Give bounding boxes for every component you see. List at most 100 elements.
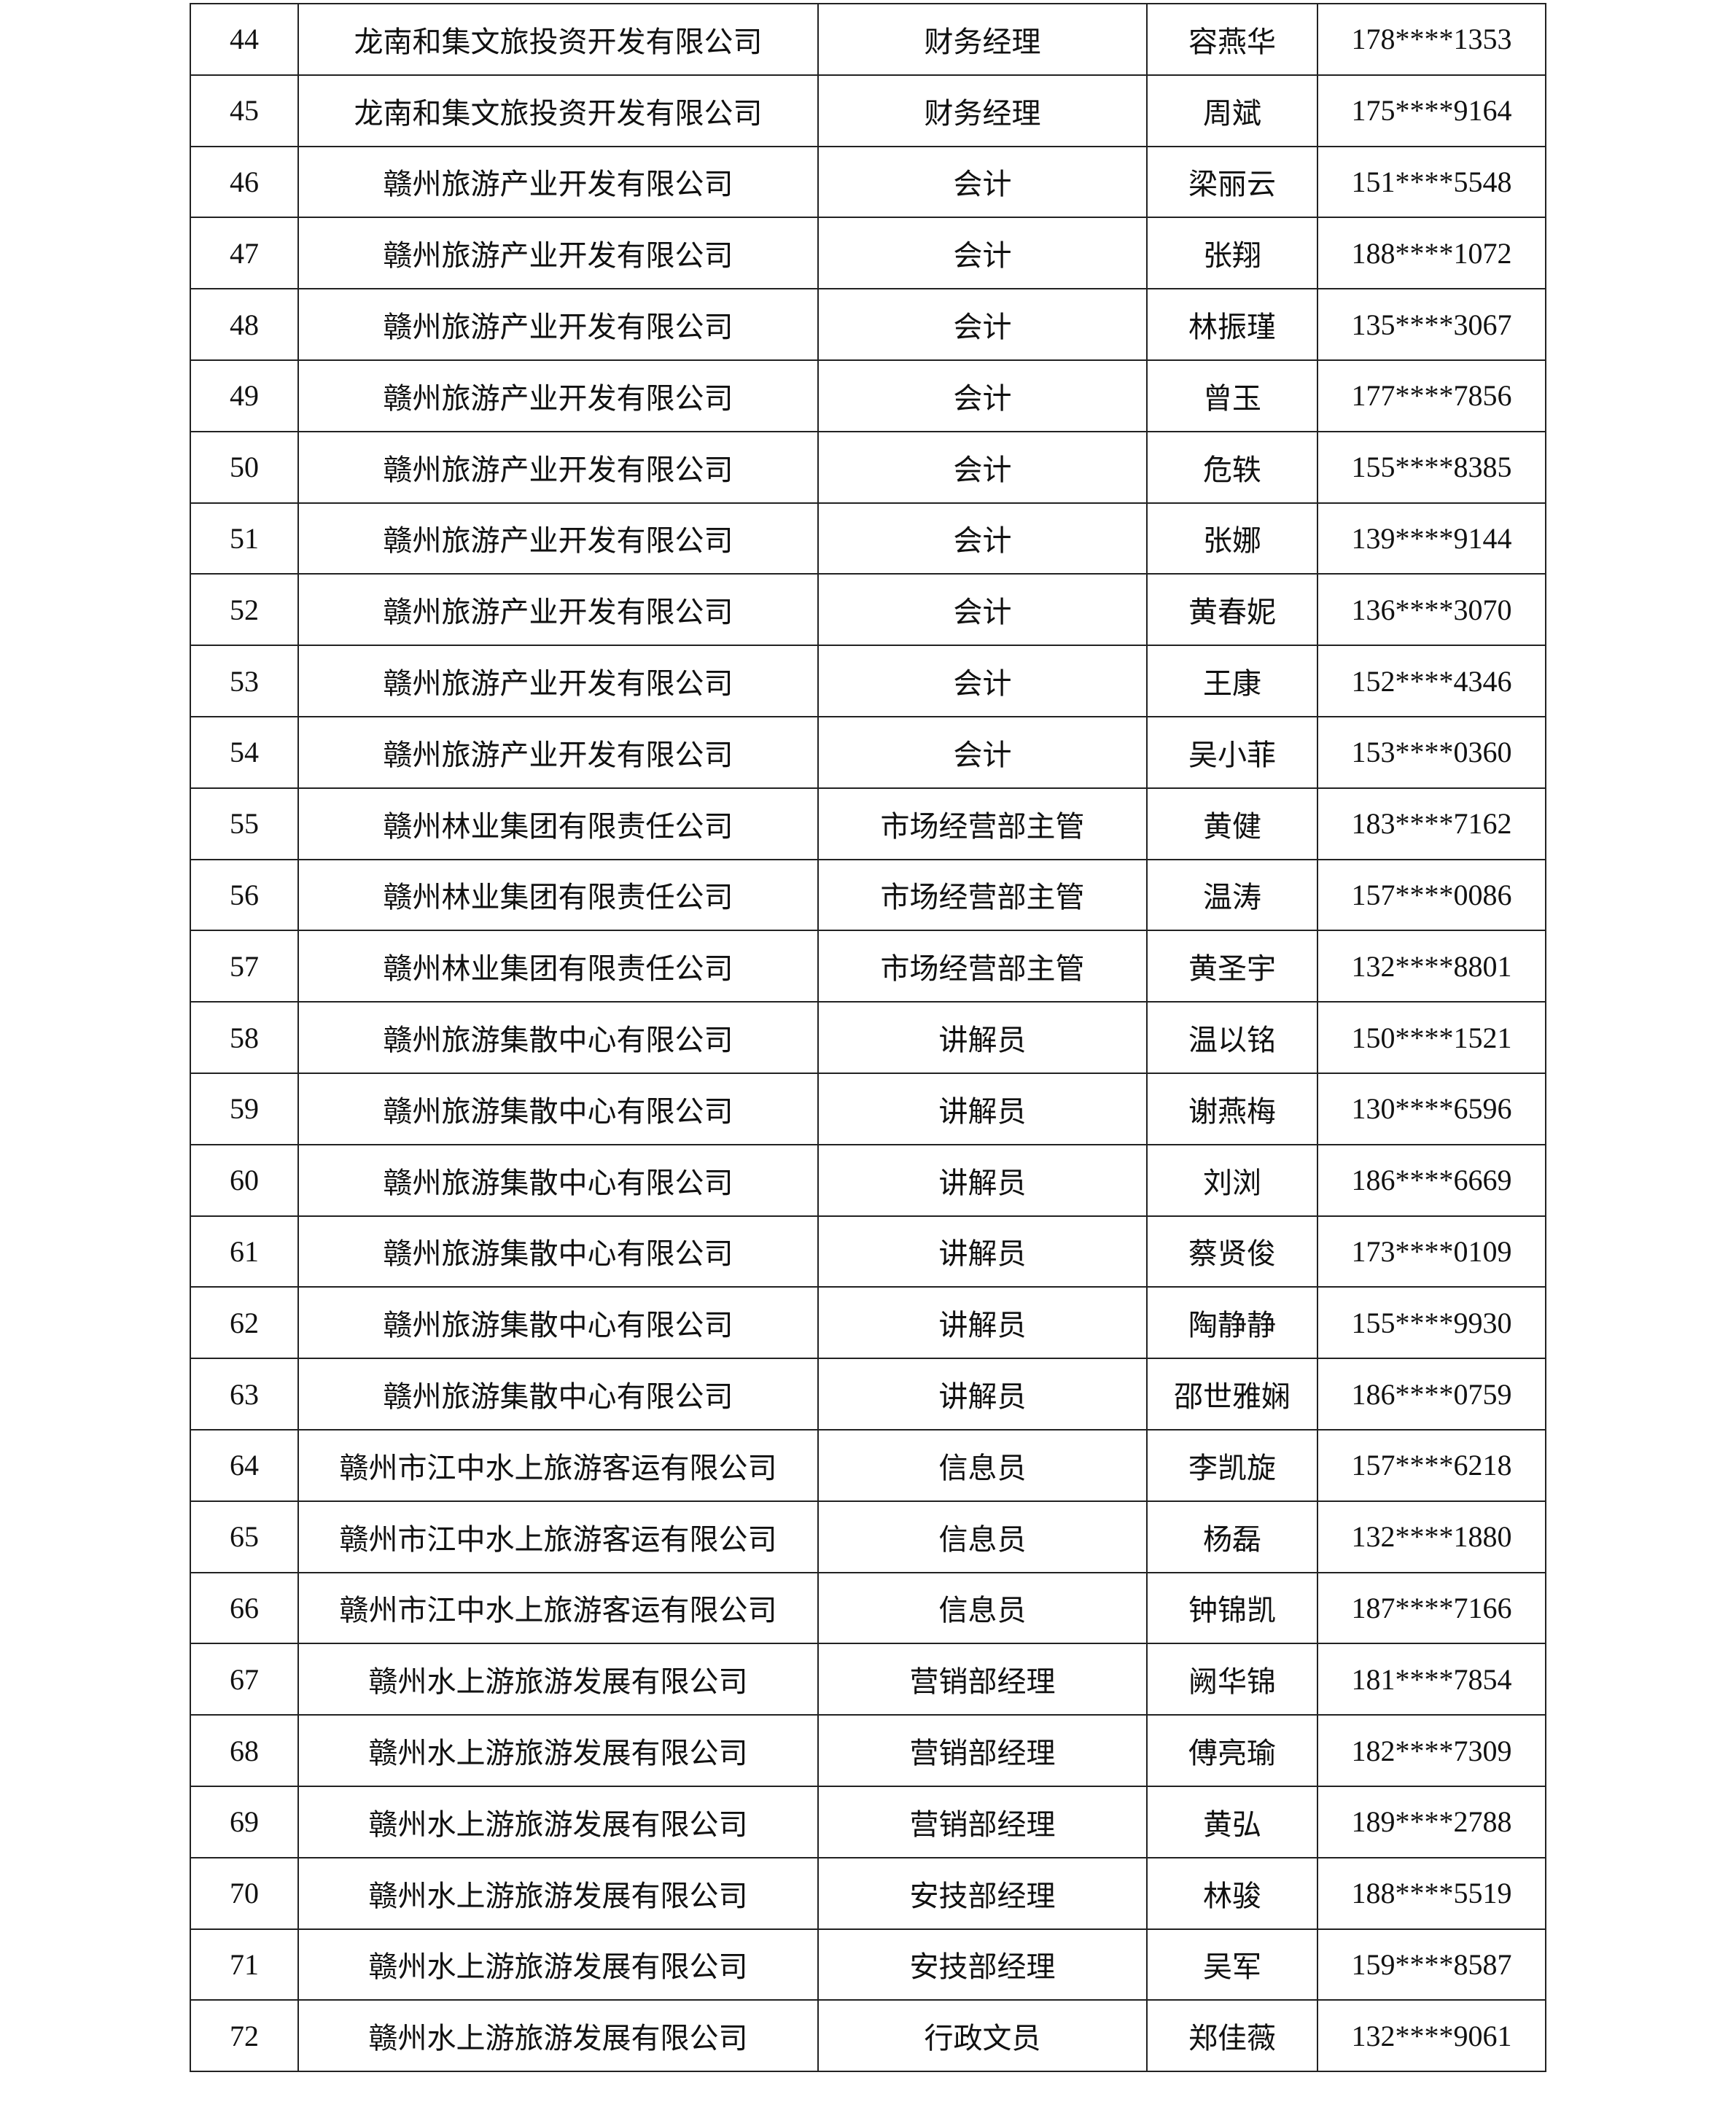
cell-index: 71 bbox=[190, 1928, 299, 2001]
cell-company: 赣州旅游集散中心有限公司 bbox=[297, 1215, 819, 1288]
cell-position: 市场经营部主管 bbox=[817, 858, 1148, 932]
cell-phone: 183****7162 bbox=[1317, 787, 1546, 860]
cell-company: 赣州林业集团有限责任公司 bbox=[297, 787, 819, 860]
cell-index: 46 bbox=[190, 145, 299, 219]
table-row: 55 赣州林业集团有限责任公司 市场经营部主管 黄健 183****7162 bbox=[190, 787, 1546, 860]
table-row: 67 赣州水上游旅游发展有限公司 营销部经理 阙华锦 181****7854 bbox=[190, 1643, 1546, 1716]
cell-company: 赣州水上游旅游发展有限公司 bbox=[297, 1999, 819, 2073]
cell-position: 会计 bbox=[817, 359, 1148, 432]
cell-name: 李凯旋 bbox=[1146, 1428, 1318, 1502]
cell-phone: 153****0360 bbox=[1317, 715, 1546, 789]
cell-position: 行政文员 bbox=[817, 1999, 1148, 2073]
cell-position: 财务经理 bbox=[817, 3, 1148, 76]
cell-phone: 151****5548 bbox=[1317, 145, 1546, 219]
cell-position: 讲解员 bbox=[817, 1286, 1148, 1360]
cell-position: 信息员 bbox=[817, 1428, 1148, 1502]
cell-index: 52 bbox=[190, 573, 299, 647]
cell-phone: 175****9164 bbox=[1317, 74, 1546, 147]
cell-name: 吴小菲 bbox=[1146, 715, 1318, 789]
cell-phone: 177****7856 bbox=[1317, 359, 1546, 432]
cell-index: 56 bbox=[190, 858, 299, 932]
cell-company: 赣州水上游旅游发展有限公司 bbox=[297, 1928, 819, 2001]
cell-index: 45 bbox=[190, 74, 299, 147]
cell-name: 郑佳薇 bbox=[1146, 1999, 1318, 2073]
cell-phone: 181****7854 bbox=[1317, 1643, 1546, 1716]
cell-phone: 188****1072 bbox=[1317, 217, 1546, 290]
cell-company: 赣州旅游集散中心有限公司 bbox=[297, 1358, 819, 1430]
cell-position: 市场经营部主管 bbox=[817, 787, 1148, 860]
cell-index: 67 bbox=[190, 1643, 299, 1716]
table-row: 65 赣州市江中水上旅游客运有限公司 信息员 杨磊 132****1880 bbox=[190, 1500, 1546, 1573]
cell-name: 容燕华 bbox=[1146, 3, 1318, 76]
cell-company: 赣州市江中水上旅游客运有限公司 bbox=[297, 1571, 819, 1645]
cell-name: 危轶 bbox=[1146, 430, 1318, 504]
cell-index: 59 bbox=[190, 1072, 299, 1145]
cell-phone: 186****0759 bbox=[1317, 1358, 1546, 1430]
cell-index: 61 bbox=[190, 1215, 299, 1288]
cell-name: 阙华锦 bbox=[1146, 1643, 1318, 1716]
table-row: 52 赣州旅游产业开发有限公司 会计 黄春妮 136****3070 bbox=[190, 573, 1546, 647]
cell-phone: 136****3070 bbox=[1317, 573, 1546, 647]
table-row: 70 赣州水上游旅游发展有限公司 安技部经理 林骏 188****5519 bbox=[190, 1856, 1546, 1930]
table-row: 48 赣州旅游产业开发有限公司 会计 林振瑾 135****3067 bbox=[190, 288, 1546, 361]
cell-phone: 178****1353 bbox=[1317, 3, 1546, 76]
table-row: 46 赣州旅游产业开发有限公司 会计 梁丽云 151****5548 bbox=[190, 145, 1546, 219]
table-row: 62 赣州旅游集散中心有限公司 讲解员 陶静静 155****9930 bbox=[190, 1286, 1546, 1360]
cell-position: 会计 bbox=[817, 430, 1148, 504]
cell-position: 会计 bbox=[817, 217, 1148, 290]
cell-phone: 188****5519 bbox=[1317, 1856, 1546, 1930]
table-row: 54 赣州旅游产业开发有限公司 会计 吴小菲 153****0360 bbox=[190, 715, 1546, 789]
cell-phone: 159****8587 bbox=[1317, 1928, 1546, 2001]
cell-index: 53 bbox=[190, 645, 299, 717]
cell-phone: 139****9144 bbox=[1317, 502, 1546, 575]
cell-index: 70 bbox=[190, 1856, 299, 1930]
cell-phone: 187****7166 bbox=[1317, 1571, 1546, 1645]
table-row: 56 赣州林业集团有限责任公司 市场经营部主管 温涛 157****0086 bbox=[190, 858, 1546, 932]
cell-company: 龙南和集文旅投资开发有限公司 bbox=[297, 74, 819, 147]
cell-name: 谢燕梅 bbox=[1146, 1072, 1318, 1145]
cell-company: 赣州林业集团有限责任公司 bbox=[297, 858, 819, 932]
table-row: 61 赣州旅游集散中心有限公司 讲解员 蔡贤俊 173****0109 bbox=[190, 1215, 1546, 1288]
cell-index: 47 bbox=[190, 217, 299, 290]
cell-name: 刘浏 bbox=[1146, 1143, 1318, 1217]
cell-company: 赣州旅游产业开发有限公司 bbox=[297, 145, 819, 219]
cell-name: 温涛 bbox=[1146, 858, 1318, 932]
table-row: 71 赣州水上游旅游发展有限公司 安技部经理 吴军 159****8587 bbox=[190, 1928, 1546, 2001]
cell-name: 陶静静 bbox=[1146, 1286, 1318, 1360]
cell-company: 赣州水上游旅游发展有限公司 bbox=[297, 1785, 819, 1858]
cell-index: 54 bbox=[190, 715, 299, 789]
table-row: 45 龙南和集文旅投资开发有限公司 财务经理 周斌 175****9164 bbox=[190, 74, 1546, 147]
table-row: 63 赣州旅游集散中心有限公司 讲解员 邵世雅娴 186****0759 bbox=[190, 1358, 1546, 1430]
table-row: 64 赣州市江中水上旅游客运有限公司 信息员 李凯旋 157****6218 bbox=[190, 1428, 1546, 1502]
cell-phone: 157****6218 bbox=[1317, 1428, 1546, 1502]
cell-company: 赣州旅游集散中心有限公司 bbox=[297, 1072, 819, 1145]
table-row: 72 赣州水上游旅游发展有限公司 行政文员 郑佳薇 132****9061 bbox=[190, 1999, 1546, 2073]
cell-phone: 132****8801 bbox=[1317, 930, 1546, 1003]
cell-index: 69 bbox=[190, 1785, 299, 1858]
cell-position: 讲解员 bbox=[817, 1215, 1148, 1288]
cell-name: 吴军 bbox=[1146, 1928, 1318, 2001]
cell-index: 55 bbox=[190, 787, 299, 860]
cell-company: 赣州旅游集散中心有限公司 bbox=[297, 1143, 819, 1217]
cell-phone: 132****9061 bbox=[1317, 1999, 1546, 2073]
cell-index: 68 bbox=[190, 1714, 299, 1787]
cell-name: 曾玉 bbox=[1146, 359, 1318, 432]
cell-company: 赣州市江中水上旅游客运有限公司 bbox=[297, 1428, 819, 1502]
cell-phone: 135****3067 bbox=[1317, 288, 1546, 361]
table-row: 53 赣州旅游产业开发有限公司 会计 王康 152****4346 bbox=[190, 645, 1546, 717]
cell-index: 65 bbox=[190, 1500, 299, 1573]
cell-phone: 173****0109 bbox=[1317, 1215, 1546, 1288]
cell-phone: 155****9930 bbox=[1317, 1286, 1546, 1360]
cell-name: 温以铭 bbox=[1146, 1001, 1318, 1074]
cell-company: 赣州市江中水上旅游客运有限公司 bbox=[297, 1500, 819, 1573]
cell-name: 黄春妮 bbox=[1146, 573, 1318, 647]
cell-index: 62 bbox=[190, 1286, 299, 1360]
table-row: 49 赣州旅游产业开发有限公司 会计 曾玉 177****7856 bbox=[190, 359, 1546, 432]
cell-position: 营销部经理 bbox=[817, 1643, 1148, 1716]
cell-name: 梁丽云 bbox=[1146, 145, 1318, 219]
cell-phone: 150****1521 bbox=[1317, 1001, 1546, 1074]
cell-index: 60 bbox=[190, 1143, 299, 1217]
cell-index: 57 bbox=[190, 930, 299, 1003]
cell-name: 林振瑾 bbox=[1146, 288, 1318, 361]
cell-index: 44 bbox=[190, 3, 299, 76]
